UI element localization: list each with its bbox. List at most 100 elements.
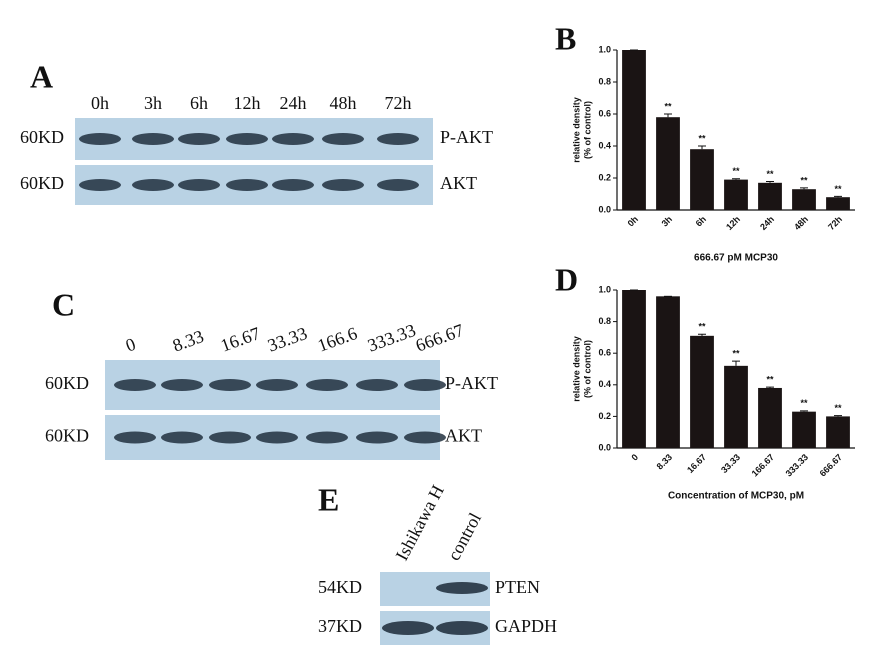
band bbox=[436, 621, 488, 635]
bar bbox=[826, 197, 850, 210]
panel-label: E bbox=[318, 481, 339, 517]
x-tick-label: 3h bbox=[660, 214, 675, 229]
lane-label: 166.6 bbox=[315, 323, 360, 356]
band bbox=[79, 133, 121, 145]
significance: ** bbox=[766, 169, 774, 179]
band bbox=[377, 133, 419, 145]
bar bbox=[622, 290, 646, 448]
protein-label: P-AKT bbox=[445, 373, 498, 393]
y-axis-label: relative density bbox=[571, 336, 581, 402]
x-tick-label: 72h bbox=[826, 214, 844, 232]
error-bar bbox=[800, 187, 808, 190]
bar bbox=[656, 117, 680, 210]
bar bbox=[690, 149, 714, 210]
protein-label: GAPDH bbox=[495, 616, 557, 636]
bar bbox=[622, 50, 646, 210]
significance: ** bbox=[800, 175, 808, 185]
y-tick-label: 0.0 bbox=[598, 204, 611, 214]
y-tick-label: 0.8 bbox=[598, 316, 611, 326]
significance: ** bbox=[834, 184, 842, 194]
lane-label: control bbox=[444, 509, 486, 563]
band bbox=[377, 179, 419, 191]
x-tick-label: 333.33 bbox=[784, 452, 811, 479]
band bbox=[161, 431, 203, 444]
significance: ** bbox=[698, 322, 706, 332]
panel-label: B bbox=[555, 20, 576, 56]
molecular-weight: 60KD bbox=[20, 127, 64, 147]
lane-label: 8.33 bbox=[170, 326, 206, 356]
lane-label: 0 bbox=[123, 334, 138, 356]
y-tick-label: 0.4 bbox=[598, 140, 611, 150]
lane-label: 24h bbox=[280, 93, 307, 113]
x-tick-label: 24h bbox=[758, 214, 776, 232]
band bbox=[256, 431, 298, 444]
y-tick-label: 1.0 bbox=[598, 284, 611, 294]
error-bar bbox=[698, 145, 706, 150]
bar bbox=[758, 387, 782, 448]
band bbox=[114, 431, 156, 444]
significance: ** bbox=[732, 348, 740, 358]
x-tick-label: 12h bbox=[724, 214, 742, 232]
band bbox=[178, 133, 220, 145]
x-tick-label: 48h bbox=[792, 214, 810, 232]
band bbox=[404, 379, 446, 391]
protein-label: PTEN bbox=[495, 577, 540, 597]
band bbox=[272, 179, 314, 191]
x-tick-label: 166.67 bbox=[750, 452, 777, 479]
lane-label: 0h bbox=[91, 93, 109, 113]
lane-label: 6h bbox=[190, 93, 208, 113]
y-tick-label: 0.0 bbox=[598, 442, 611, 452]
x-tick-label: 0 bbox=[629, 452, 640, 463]
bar bbox=[792, 411, 816, 448]
lane-label: 333.33 bbox=[365, 320, 418, 356]
error-bar bbox=[800, 410, 808, 412]
significance: ** bbox=[732, 166, 740, 176]
lane-label: 48h bbox=[330, 93, 357, 113]
x-tick-label: 16.67 bbox=[685, 452, 708, 475]
band bbox=[306, 431, 348, 444]
lane-label: 72h bbox=[385, 93, 412, 113]
protein-label: AKT bbox=[445, 426, 482, 446]
band bbox=[306, 379, 348, 391]
error-bar bbox=[834, 415, 842, 417]
y-tick-label: 0.8 bbox=[598, 76, 611, 86]
band bbox=[132, 179, 174, 191]
bar bbox=[792, 189, 816, 210]
molecular-weight: 54KD bbox=[318, 577, 362, 597]
molecular-weight: 60KD bbox=[45, 426, 89, 446]
panel-label: C bbox=[52, 286, 75, 322]
blot-e-bands bbox=[382, 582, 488, 635]
error-bar bbox=[766, 181, 774, 183]
x-tick-label: 666.67 bbox=[818, 452, 845, 479]
bar bbox=[656, 296, 680, 448]
band bbox=[114, 379, 156, 391]
band bbox=[382, 621, 434, 635]
band bbox=[178, 179, 220, 191]
band bbox=[226, 133, 268, 145]
band bbox=[356, 431, 398, 444]
bar bbox=[724, 365, 748, 448]
band bbox=[209, 379, 251, 391]
band bbox=[256, 379, 298, 391]
protein-label: P-AKT bbox=[440, 127, 493, 147]
y-tick-label: 0.6 bbox=[598, 348, 611, 358]
y-tick-label: 0.2 bbox=[598, 172, 611, 182]
panel-label: D bbox=[555, 261, 578, 297]
band bbox=[322, 133, 364, 145]
y-axis-label: (% of control) bbox=[582, 340, 592, 398]
protein-label: AKT bbox=[440, 173, 477, 193]
band bbox=[161, 379, 203, 391]
x-axis-label: Concentration of MCP30, pM bbox=[668, 491, 804, 502]
band bbox=[322, 179, 364, 191]
band bbox=[209, 431, 251, 444]
molecular-weight: 60KD bbox=[45, 373, 89, 393]
bar bbox=[826, 416, 850, 448]
error-bar bbox=[664, 113, 672, 118]
band bbox=[356, 379, 398, 391]
band bbox=[79, 179, 121, 191]
bar bbox=[758, 182, 782, 210]
x-tick-label: 8.33 bbox=[655, 452, 674, 471]
x-tick-label: 0h bbox=[626, 214, 641, 229]
band bbox=[132, 133, 174, 145]
